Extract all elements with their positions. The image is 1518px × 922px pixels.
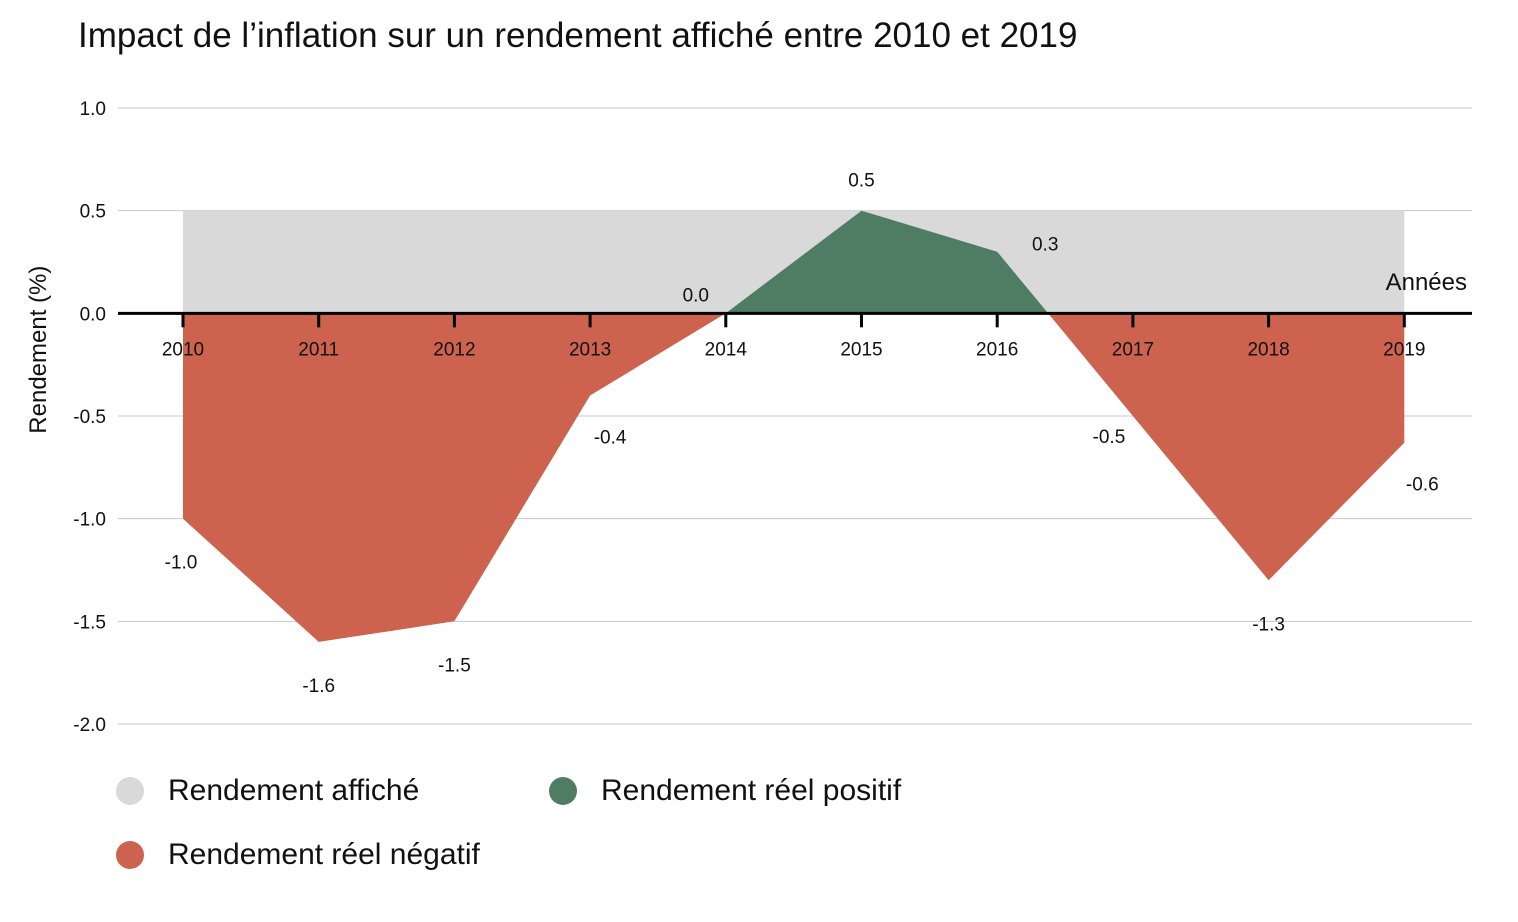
y-tick-label: -1.0 — [73, 510, 106, 531]
x-tick-label: 2019 — [1383, 339, 1425, 360]
x-tick-label: 2018 — [1247, 339, 1289, 360]
data-label: -1.0 — [165, 553, 198, 574]
x-tick-label: 2013 — [569, 339, 611, 360]
legend-label-positive: Rendement réel positif — [601, 774, 902, 807]
data-label: 0.3 — [1032, 235, 1058, 256]
x-tick-label: 2010 — [162, 339, 204, 360]
y-tick-label: 1.0 — [80, 99, 106, 120]
data-label: -0.5 — [1093, 427, 1126, 448]
negative-real-yield-area — [183, 313, 726, 642]
negative-real-yield-area — [1048, 313, 1405, 581]
x-tick-label: 2014 — [705, 339, 748, 360]
y-tick-label: 0.0 — [80, 304, 106, 325]
x-tick-label: 2017 — [1112, 339, 1154, 360]
data-label: -0.6 — [1406, 475, 1439, 496]
legend-item-displayed: Rendement affiché — [116, 774, 419, 808]
legend-label-negative: Rendement réel négatif — [168, 838, 480, 871]
legend-item-negative: Rendement réel négatif — [116, 838, 480, 872]
data-label: 0.5 — [848, 171, 874, 192]
y-tick-label: -1.5 — [73, 612, 106, 633]
legend-swatch-positive — [549, 777, 577, 805]
y-axis-label: Rendement (%) — [25, 266, 52, 434]
data-label: 0.0 — [683, 285, 709, 306]
y-tick-label: -2.0 — [73, 715, 106, 736]
data-label: -1.6 — [302, 676, 335, 697]
x-tick-label: 2012 — [433, 339, 475, 360]
x-axis-label: Années — [1386, 269, 1467, 296]
y-tick-label: 0.5 — [80, 202, 106, 223]
legend-swatch-negative — [116, 841, 144, 869]
data-label: -1.3 — [1252, 614, 1285, 635]
chart-title: Impact de l’inflation sur un rendement a… — [78, 16, 1078, 55]
positive-real-yield-area — [725, 210, 1049, 314]
x-tick-label: 2015 — [840, 339, 882, 360]
legend-label-displayed: Rendement affiché — [168, 774, 420, 807]
x-tick-label: 2011 — [298, 339, 339, 360]
y-tick-label: -0.5 — [73, 407, 106, 428]
legend-swatch-displayed — [116, 777, 144, 805]
x-tick-label: 2016 — [976, 339, 1018, 360]
data-label: -1.5 — [438, 655, 471, 676]
legend-item-positive: Rendement réel positif — [549, 774, 901, 808]
data-label: -0.4 — [594, 427, 627, 448]
